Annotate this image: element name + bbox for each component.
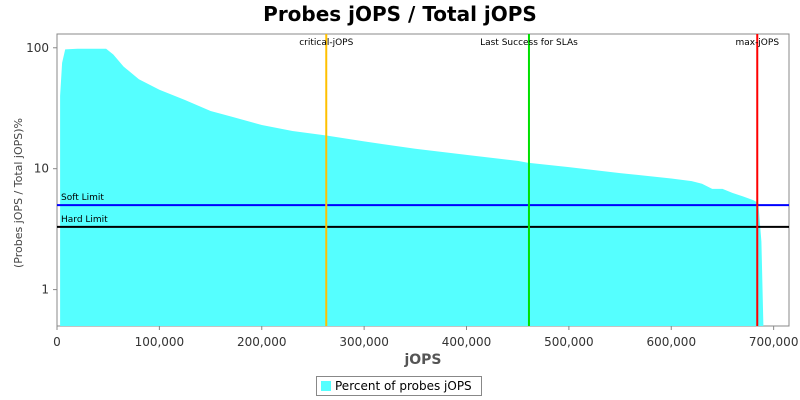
area-layer — [60, 48, 764, 327]
area-series-0 — [60, 48, 764, 327]
legend-swatch — [321, 381, 331, 391]
y-axis-title: (Probes jOPS / Total jOPS)% — [12, 118, 25, 268]
vline-label-2: max-jOPS — [735, 38, 779, 48]
x-tick-label: 500,000 — [544, 335, 594, 349]
y-tick-label: 1 — [41, 283, 49, 297]
legend: Percent of probes jOPS — [316, 376, 482, 396]
x-tick-label: 200,000 — [237, 335, 287, 349]
reference-lines: Soft Limit Hard Limit critical-jOPS Last Su… — [57, 34, 789, 326]
x-tick-label: 400,000 — [442, 335, 492, 349]
y-tick-label: 10 — [34, 162, 49, 176]
x-axis-title: jOPS — [403, 352, 441, 368]
x-tick-label: 300,000 — [339, 335, 389, 349]
hline-label-0: Soft Limit — [61, 193, 104, 203]
x-tick-label: 0 — [53, 335, 61, 349]
x-tick-label: 700,000 — [749, 335, 799, 349]
chart-title: Probes jOPS / Total jOPS — [263, 2, 537, 26]
axes: 0 100,000 200,000 300,000 400,000 500,000 600,… — [26, 41, 798, 349]
y-tick-label: 100 — [26, 41, 49, 55]
legend-label: Percent of probes jOPS — [335, 379, 472, 393]
x-tick-label: 600,000 — [646, 335, 696, 349]
vline-label-1: Last Success for SLAs — [480, 38, 578, 48]
x-tick-label: 100,000 — [135, 335, 185, 349]
hline-label-1: Hard Limit — [61, 215, 108, 225]
vline-label-0: critical-jOPS — [299, 38, 353, 48]
